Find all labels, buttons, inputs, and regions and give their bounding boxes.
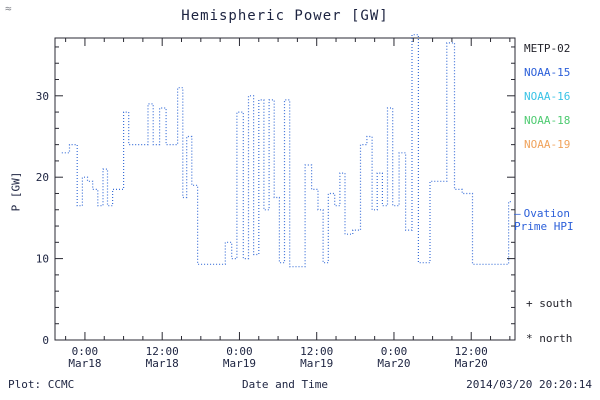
x-tick-time-label: 0:00	[72, 345, 99, 358]
legend-item-noaa-15: NOAA-15	[524, 66, 571, 79]
plot-timestamp: 2014/03/20 20:20:14	[466, 378, 592, 391]
y-tick-label: 10	[36, 253, 49, 266]
x-tick-time-label: 12:00	[455, 345, 488, 358]
x-tick-date-label: Mar20	[455, 357, 488, 370]
y-tick-label: 20	[36, 171, 49, 184]
ovation-prime-label: — Ovation Prime HPI	[514, 207, 574, 233]
corner-glyph: ≈	[5, 2, 12, 15]
hpi-step-line	[61, 34, 512, 268]
y-axis-label: P [GW]	[9, 171, 23, 212]
y-tick-label: 0	[42, 334, 49, 347]
chart-title: Hemispheric Power [GW]	[181, 8, 389, 24]
x-tick-date-label: Mar19	[223, 357, 256, 370]
legend-item-noaa-16: NOAA-16	[524, 90, 571, 103]
north-marker-note: * north	[526, 332, 573, 345]
x-tick-date-label: Mar20	[377, 357, 410, 370]
ovation-line2: Prime HPI	[514, 220, 574, 233]
x-tick-date-label: Mar19	[300, 357, 333, 370]
south-marker-note: + south	[526, 297, 573, 310]
x-tick-time-label: 12:00	[300, 345, 333, 358]
x-tick-date-label: Mar18	[68, 357, 101, 370]
y-tick-label: 30	[36, 90, 49, 103]
legend-item-metp-02: METP-02	[524, 42, 571, 55]
legend-line-sample: —	[514, 207, 521, 220]
x-tick-time-label: 0:00	[381, 345, 408, 358]
legend-item-noaa-18: NOAA-18	[524, 114, 571, 127]
ovation-line1: — Ovation	[514, 207, 570, 220]
x-axis-label: Date and Time	[241, 378, 329, 391]
x-tick-time-label: 0:00	[226, 345, 253, 358]
x-tick-time-label: 12:00	[146, 345, 179, 358]
x-tick-date-label: Mar18	[146, 357, 179, 370]
legend: METP-02 NOAA-15 NOAA-16 NOAA-18 NOAA-19	[524, 42, 570, 162]
plot-frame	[54, 37, 516, 341]
legend-item-noaa-19: NOAA-19	[524, 138, 571, 151]
plot-credit: Plot: CCMC	[8, 378, 75, 391]
